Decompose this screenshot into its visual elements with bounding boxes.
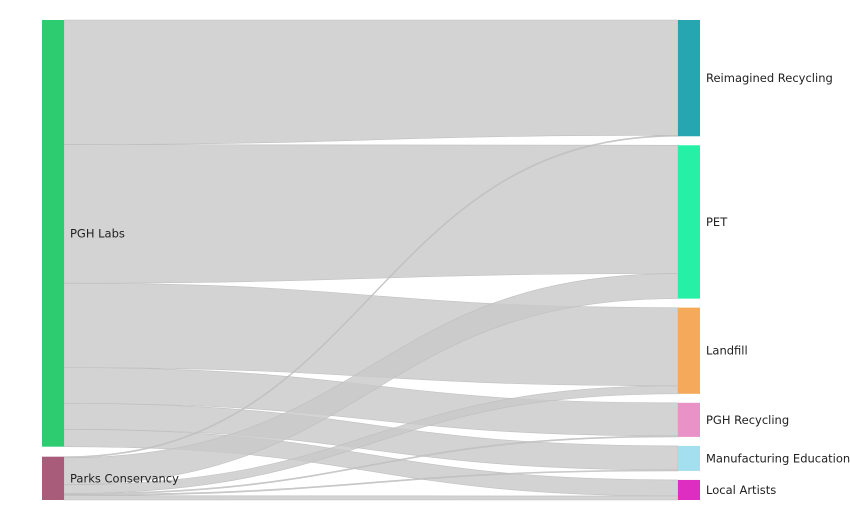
label-reimagined-recycling: Reimagined Recycling	[706, 71, 833, 85]
label-local-artists: Local Artists	[706, 483, 776, 497]
node-parks-conservancy[interactable]	[42, 456, 64, 500]
link-pgh-labs-to-pet[interactable]	[63, 144, 679, 284]
labels-layer: PGH Labs Parks Conservancy Reimagined Recy…	[70, 71, 850, 497]
label-pgh-recycling: PGH Recycling	[706, 413, 789, 427]
node-pet[interactable]	[678, 145, 700, 299]
nodes-layer	[42, 20, 700, 500]
link-parks-conservancy-to-local-artists[interactable]	[63, 495, 679, 501]
link-parks-conservancy-to-manufacturing-education[interactable]	[63, 469, 679, 496]
link-parks-conservancy-to-pet[interactable]	[63, 273, 679, 486]
link-parks-conservancy-to-landfill[interactable]	[63, 385, 679, 494]
node-landfill[interactable]	[678, 307, 700, 394]
node-pgh-recycling[interactable]	[678, 402, 700, 437]
label-parks-conservancy: Parks Conservancy	[70, 471, 179, 485]
label-landfill: Landfill	[706, 344, 748, 358]
node-local-artists[interactable]	[678, 479, 700, 500]
node-pgh-labs[interactable]	[42, 20, 64, 447]
label-pet: PET	[706, 215, 728, 229]
node-manufacturing-education[interactable]	[678, 445, 700, 471]
links-layer	[63, 19, 679, 501]
node-reimagined-recycling[interactable]	[678, 20, 700, 137]
link-pgh-labs-to-reimagined-recycling[interactable]	[63, 19, 679, 145]
label-pgh-labs: PGH Labs	[70, 226, 125, 240]
label-manufacturing-education: Manufacturing Education	[706, 451, 850, 465]
